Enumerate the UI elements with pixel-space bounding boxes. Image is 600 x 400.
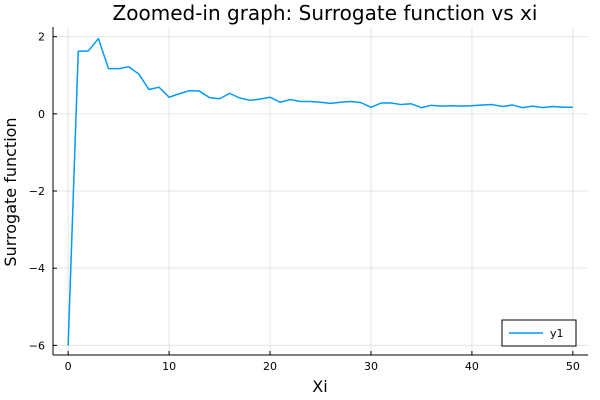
grid — [53, 27, 588, 355]
series-line-y1 — [67, 37, 573, 346]
legend: y1 — [501, 319, 577, 347]
chart-title: Zoomed-in graph: Surrogate function vs x… — [113, 1, 538, 25]
y-tick-label: −2 — [29, 185, 45, 198]
legend-label-y1: y1 — [550, 327, 564, 340]
x-tick-label: 20 — [263, 360, 277, 373]
x-tick-label: 10 — [162, 360, 176, 373]
x-axis-label: Xi — [312, 377, 327, 396]
x-tick-label: 40 — [465, 360, 479, 373]
axes — [52, 27, 588, 356]
y-tick-label: −4 — [29, 262, 45, 275]
x-tick-label: 30 — [364, 360, 378, 373]
x-tick-label: 50 — [566, 360, 580, 373]
series-layer — [67, 37, 573, 346]
x-tick-label: 0 — [65, 360, 72, 373]
y-tick-label: −6 — [29, 339, 45, 352]
tick-labels: 0 10 20 30 40 50 −6 −4 −2 0 2 — [29, 31, 580, 373]
y-tick-label: 2 — [38, 31, 45, 44]
y-tick-label: 0 — [38, 108, 45, 121]
y-axis-label: Surrogate function — [1, 117, 20, 266]
